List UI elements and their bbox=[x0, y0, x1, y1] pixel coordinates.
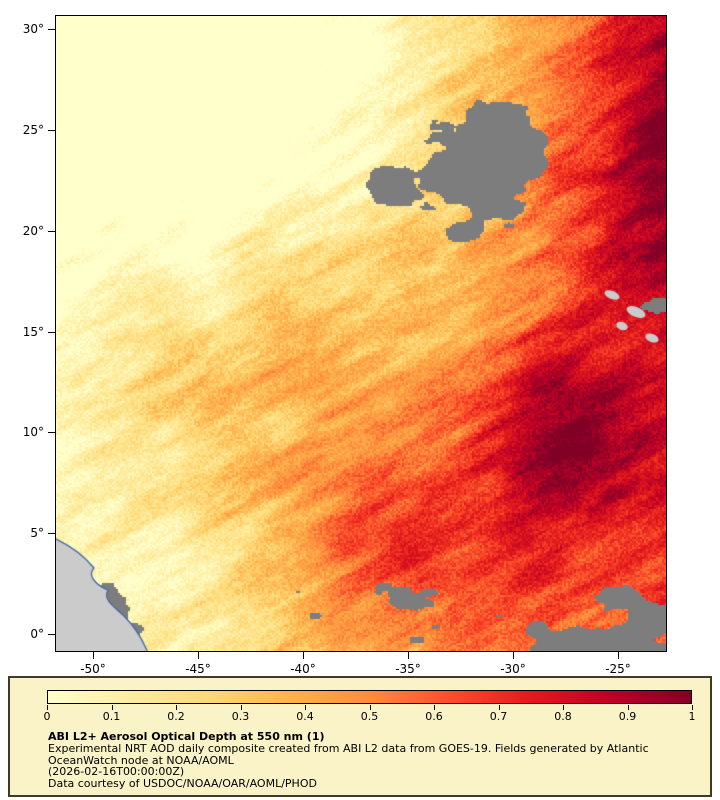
colorbar-tick bbox=[111, 705, 113, 710]
latitude-tick bbox=[48, 331, 56, 333]
longitude-tick bbox=[198, 652, 199, 659]
latitude-tick-label: 5° bbox=[30, 526, 44, 541]
colorbar-tick bbox=[305, 705, 306, 710]
longitude-tick-label: -40° bbox=[290, 662, 316, 676]
latitude-tick bbox=[48, 29, 56, 30]
longitude-tick-label: -30° bbox=[500, 662, 526, 676]
colorbar-tick bbox=[176, 705, 177, 710]
legend-text-block: ABI L2+ Aerosol Optical Depth at 550 nm … bbox=[48, 731, 649, 790]
longitude-tick bbox=[93, 652, 94, 659]
colorbar-tick bbox=[434, 705, 435, 710]
longitude-tick bbox=[408, 652, 409, 659]
latitude-tick bbox=[48, 230, 56, 232]
colorbar-tick bbox=[47, 705, 48, 710]
colorbar-tick bbox=[563, 705, 564, 710]
latitude-tick-label: 0° bbox=[30, 627, 44, 642]
colorbar-tick-label: 0.3 bbox=[231, 710, 250, 723]
legend-title: ABI L2+ Aerosol Optical Depth at 550 nm … bbox=[48, 730, 325, 743]
longitude-tick bbox=[618, 652, 619, 659]
legend-description-line-1: Experimental NRT AOD daily composite cre… bbox=[48, 741, 649, 755]
colorbar-tick-label: 1 bbox=[688, 710, 696, 723]
colorbar-tick bbox=[692, 705, 693, 710]
colorbar-tick-label: 0.6 bbox=[425, 710, 443, 723]
legend-timestamp: (2026-02-16T00:00:00Z) bbox=[48, 765, 185, 779]
legend-panel: 0 0.1 0.2 0.3 0.4 0.5 0.6 0.7 0.8 0.9 1 ABI L2+ Ae… bbox=[8, 676, 712, 797]
colorbar-tick-label: 0.9 bbox=[618, 710, 637, 723]
colorbar-tick bbox=[240, 705, 242, 710]
latitude-tick bbox=[48, 432, 56, 434]
latitude-tick-label: 15° bbox=[22, 324, 44, 339]
longitude-tick bbox=[513, 652, 514, 659]
longitude-tick-label: -50° bbox=[80, 662, 106, 676]
colorbar-gradient bbox=[47, 690, 692, 704]
colorbar-tick-label: 0.8 bbox=[554, 710, 572, 723]
longitude-tick-label: -35° bbox=[395, 662, 421, 676]
colorbar-tick-label: 0.1 bbox=[102, 710, 121, 723]
colorbar-tick-label: 0.5 bbox=[360, 710, 379, 723]
latitude-tick-label: 30° bbox=[22, 22, 44, 36]
latitude-tick bbox=[48, 533, 56, 535]
legend-description-line-2: OceanWatch node at NOAA/AOML bbox=[48, 753, 234, 767]
longitude-tick-label: -25° bbox=[605, 662, 631, 676]
map-plot-area: 30° 25° 20° 15° 10° 5° 0° -50° -45° -40° -35° -30°… bbox=[23, 15, 667, 676]
longitude-tick bbox=[303, 652, 304, 659]
colorbar-tick bbox=[498, 705, 500, 710]
latitude-tick bbox=[48, 634, 56, 636]
aod-map-canvas bbox=[56, 16, 666, 651]
colorbar-tick bbox=[627, 705, 629, 710]
legend-credit: Data courtesy of USDOC/NOAA/OAR/AOML/PHO… bbox=[48, 777, 317, 791]
colorbar-tick-label: 0.4 bbox=[296, 710, 314, 723]
longitude-tick-label: -45° bbox=[185, 662, 211, 676]
latitude-tick-label: 25° bbox=[22, 122, 44, 137]
latitude-tick-label: 20° bbox=[22, 223, 44, 238]
colorbar-tick bbox=[369, 705, 371, 710]
latitude-tick bbox=[48, 129, 56, 131]
latitude-tick-label: 10° bbox=[22, 425, 44, 440]
colorbar-tick-label: 0.2 bbox=[167, 710, 185, 723]
colorbar-tick-label: 0 bbox=[43, 710, 51, 723]
colorbar-tick-label: 0.7 bbox=[489, 710, 508, 723]
